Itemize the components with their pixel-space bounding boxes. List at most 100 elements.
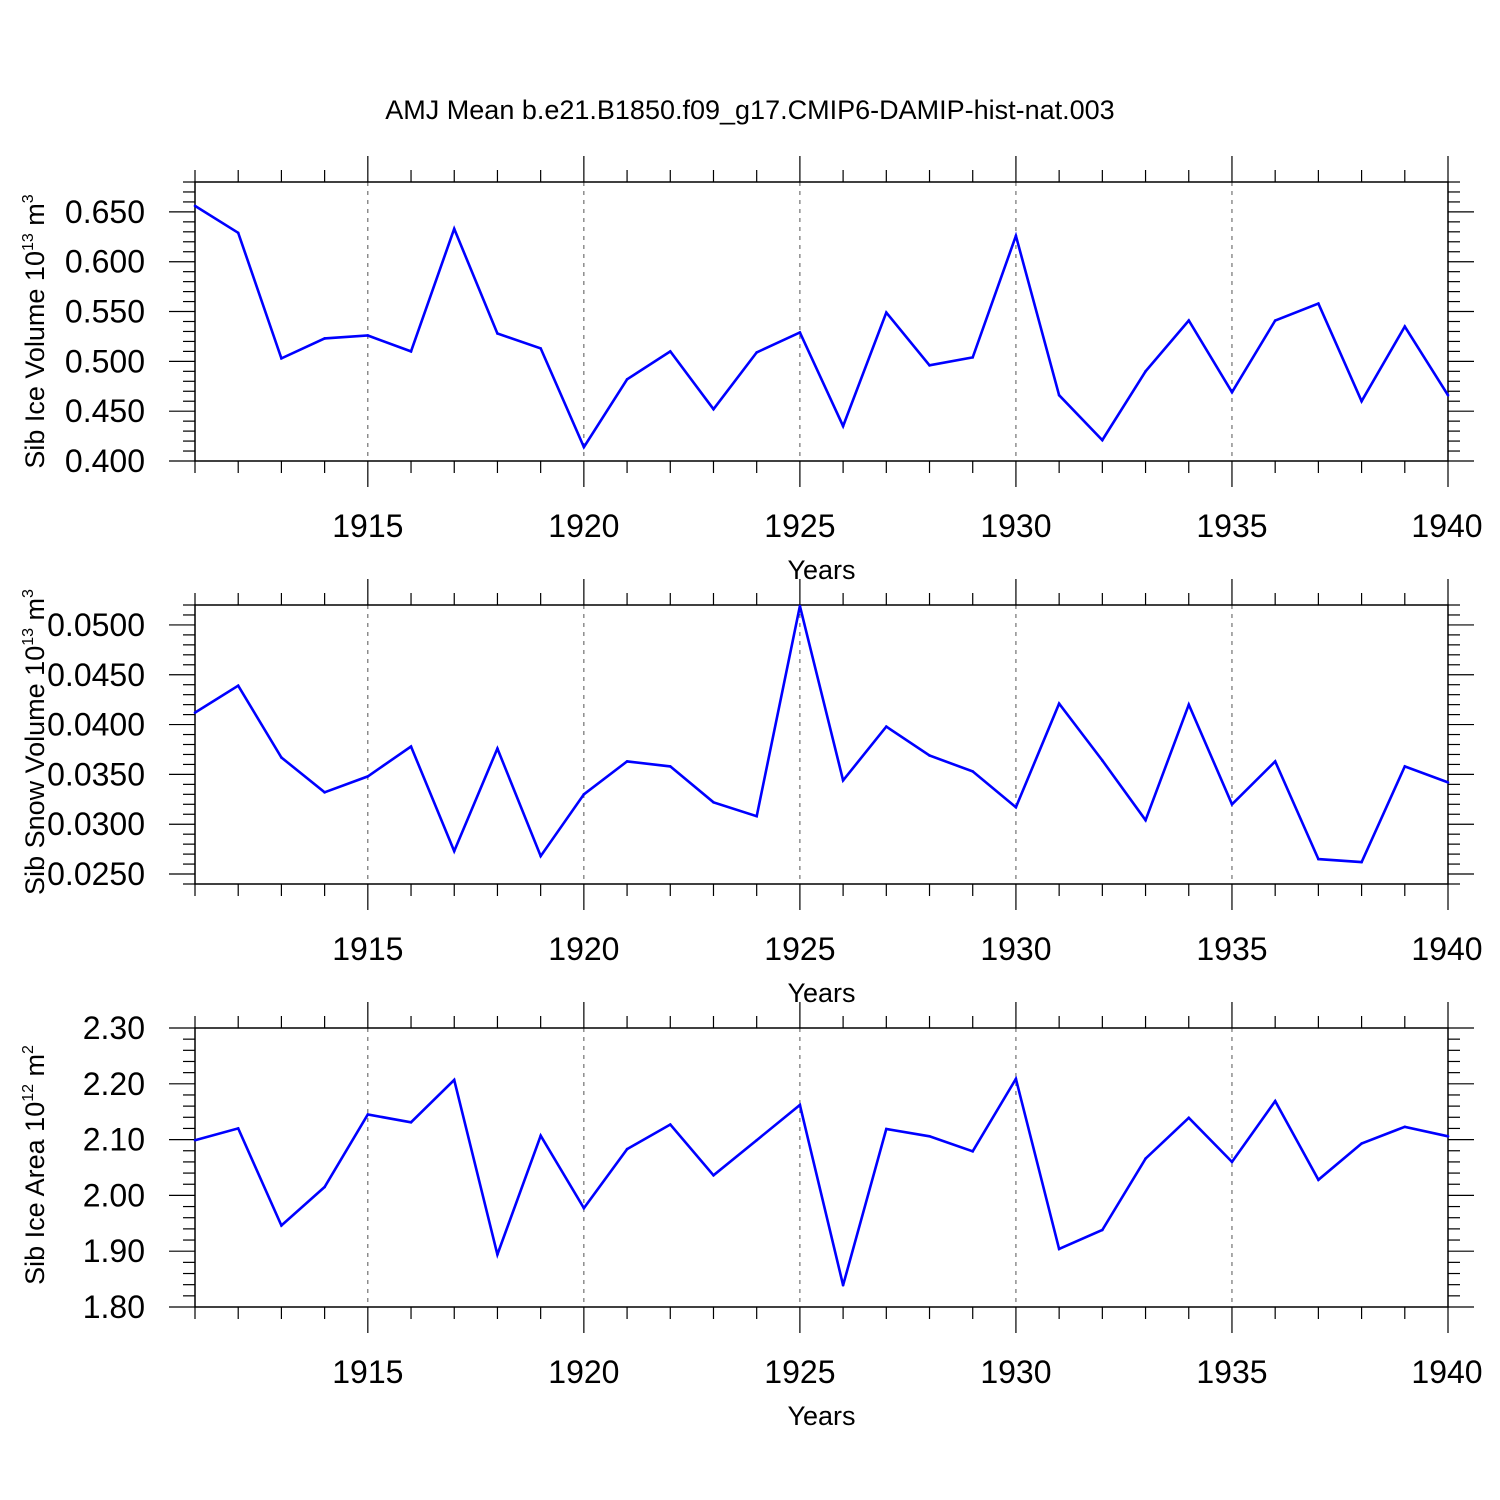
- data-point: [798, 1103, 802, 1107]
- y-tick-label: 0.600: [65, 244, 145, 280]
- data-point: [1317, 1178, 1320, 1182]
- y-tick-label: 0.0350: [47, 756, 145, 792]
- data-point: [236, 1127, 240, 1130]
- x-tick-label: 1925: [764, 1354, 835, 1390]
- y-tick-label: 0.0500: [47, 607, 145, 643]
- y-tick-label: 2.00: [83, 1177, 145, 1213]
- data-point: [755, 814, 758, 818]
- data-point: [1360, 399, 1363, 403]
- data-point: [1403, 765, 1407, 768]
- data-point: [582, 445, 586, 449]
- data-point: [1446, 393, 1450, 397]
- data-point: [625, 760, 629, 763]
- data-point: [1101, 1228, 1104, 1232]
- y-axis-title-unit: m: [20, 203, 50, 233]
- y-axis-title-unit: m: [20, 598, 50, 628]
- data-point: [1403, 325, 1407, 328]
- data-point: [841, 1283, 845, 1287]
- data-point: [452, 849, 456, 853]
- data-point: [1403, 1125, 1407, 1129]
- data-point: [539, 854, 542, 858]
- x-tick-label: 1915: [332, 508, 403, 544]
- x-tick-label: 1940: [1411, 508, 1482, 544]
- data-point: [280, 1224, 283, 1227]
- y-axis-title-base: Sib Ice Volume 10: [20, 251, 50, 469]
- data-point: [539, 347, 542, 350]
- x-tick-label: 1920: [548, 1354, 619, 1390]
- x-tick-label: 1935: [1196, 1354, 1267, 1390]
- plot-frame: [194, 1027, 1449, 1308]
- x-axis-title: Years: [787, 1401, 855, 1431]
- x-tick-label: 1940: [1411, 931, 1482, 967]
- data-point: [1273, 760, 1277, 763]
- data-point: [625, 377, 629, 381]
- data-point: [668, 765, 672, 768]
- data-point: [1446, 781, 1450, 784]
- data-point: [496, 747, 499, 750]
- y-tick-label: 2.10: [83, 1122, 145, 1158]
- y-axis-title: Sib Ice Area 1012 m2: [20, 1045, 50, 1285]
- data-point: [366, 775, 370, 778]
- series-line-snow-volume: [194, 605, 1449, 864]
- figure-title: AMJ Mean b.e21.B1850.f09_g17.CMIP6-DAMIP…: [385, 95, 1114, 125]
- x-tick-label: 1930: [980, 508, 1051, 544]
- data-point: [1057, 393, 1061, 397]
- data-point: [323, 791, 326, 794]
- data-point: [409, 350, 413, 353]
- data-point: [928, 754, 931, 757]
- data-point: [582, 1206, 586, 1210]
- x-tick-label: 1940: [1411, 1354, 1482, 1390]
- data-point: [1144, 370, 1147, 373]
- x-tick-label: 1925: [764, 508, 835, 544]
- x-axis-title: Years: [787, 555, 855, 585]
- data-point: [885, 1127, 888, 1131]
- data-point: [1230, 802, 1234, 806]
- data-point: [971, 356, 975, 359]
- data-point: [841, 424, 845, 428]
- data-point: [885, 311, 888, 314]
- data-point: [1317, 857, 1320, 861]
- data-point: [1273, 1099, 1277, 1103]
- y-tick-label: 0.0250: [47, 856, 145, 892]
- data-point: [971, 770, 975, 773]
- data-point: [409, 1121, 413, 1124]
- data-point: [366, 334, 370, 337]
- data-point: [928, 364, 931, 367]
- x-tick-label: 1920: [548, 931, 619, 967]
- data-point: [323, 337, 326, 340]
- data-point: [1230, 1160, 1234, 1164]
- y-axis-title-exponent: 13: [20, 628, 37, 646]
- x-tick-label: 1935: [1196, 931, 1267, 967]
- data-point: [971, 1150, 975, 1153]
- data-point: [841, 779, 845, 782]
- y-tick-label: 0.650: [65, 194, 145, 230]
- data-point: [1187, 1116, 1191, 1120]
- y-tick-label: 0.0450: [47, 657, 145, 693]
- y-axis-title: Sib Ice Volume 1013 m3: [20, 194, 50, 468]
- x-tick-label: 1925: [764, 931, 835, 967]
- x-tick-label: 1915: [332, 1354, 403, 1390]
- data-point: [1101, 759, 1104, 762]
- data-point: [712, 800, 715, 804]
- y-tick-label: 0.0400: [47, 707, 145, 743]
- y-tick-label: 1.90: [83, 1233, 145, 1269]
- data-point: [1360, 1142, 1363, 1145]
- data-point: [625, 1147, 629, 1151]
- data-point: [1014, 805, 1018, 809]
- data-point: [1230, 390, 1234, 394]
- data-point: [366, 1113, 370, 1116]
- data-point: [668, 350, 672, 353]
- data-point: [409, 745, 413, 748]
- plot-frame: [194, 604, 1449, 885]
- y-axis-title-exponent: 12: [20, 1084, 37, 1102]
- x-tick-label: 1930: [980, 1354, 1051, 1390]
- x-tick-label: 1930: [980, 931, 1051, 967]
- data-point: [452, 1078, 456, 1082]
- panel-ice-volume: 0.400 0.450 0.500 0.550 0.600 0.650 1915 1920 19…: [20, 156, 1483, 585]
- y-axis-title-unit-exponent: 2: [20, 1045, 37, 1054]
- y-axis-title-base: Sib Snow Volume 10: [20, 646, 50, 895]
- data-point: [1446, 1134, 1450, 1138]
- series-line-ice-volume: [194, 204, 1450, 450]
- x-axis-title: Years: [787, 978, 855, 1008]
